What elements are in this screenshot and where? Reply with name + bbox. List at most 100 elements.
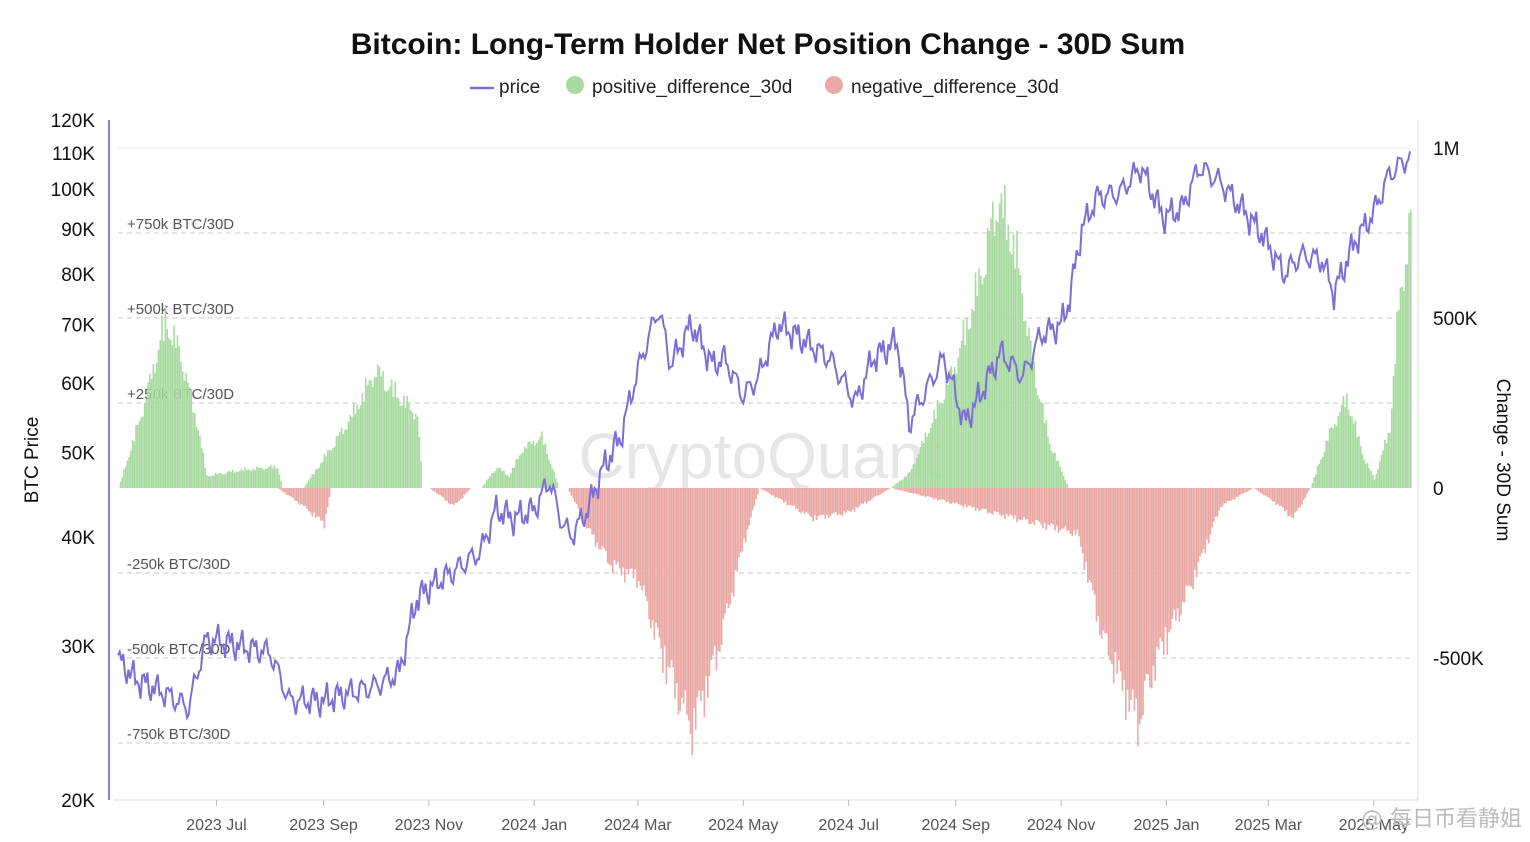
positive-bar <box>1337 416 1340 488</box>
positive-bar <box>268 466 270 488</box>
negative-bar <box>1043 488 1046 523</box>
negative-bar <box>777 488 780 499</box>
negative-bar <box>1271 488 1274 502</box>
negative-bar <box>907 488 909 493</box>
positive-bar <box>1334 424 1336 488</box>
positive-bar <box>515 459 517 488</box>
negative-bar <box>1040 488 1042 525</box>
positive-bar <box>1023 321 1025 488</box>
negative-bar <box>591 488 593 535</box>
positive-bar <box>993 235 996 488</box>
positive-bar <box>504 474 507 488</box>
negative-bar <box>717 488 719 652</box>
positive-bar <box>346 429 348 488</box>
positive-bar <box>525 448 528 488</box>
positive-bar <box>907 472 909 488</box>
positive-bar <box>971 309 973 488</box>
positive-bar <box>1359 446 1362 488</box>
negative-bar <box>577 488 580 509</box>
negative-bar <box>613 488 616 560</box>
negative-bar <box>985 488 987 509</box>
positive-bar <box>1363 459 1365 488</box>
negative-bar <box>691 488 694 756</box>
negative-bar <box>1081 488 1084 554</box>
negative-bar <box>1119 488 1122 672</box>
negative-bar <box>1109 488 1112 661</box>
positive-bar <box>1410 209 1412 488</box>
positive-bar <box>328 449 331 488</box>
positive-bar <box>1311 483 1314 488</box>
positive-bar <box>161 315 163 488</box>
positive-bar <box>187 382 189 488</box>
positive-bar <box>1382 450 1384 488</box>
negative-bar <box>1135 488 1137 699</box>
positive-bar <box>316 469 319 488</box>
positive-bar <box>327 450 329 488</box>
negative-bar <box>1102 488 1105 631</box>
positive-bar <box>228 471 231 488</box>
negative-bar <box>898 488 901 491</box>
positive-bar <box>948 369 951 488</box>
positive-bar <box>938 404 941 488</box>
negative-bar <box>865 488 868 504</box>
negative-bar <box>805 488 808 512</box>
negative-bar <box>712 488 714 656</box>
negative-bar <box>1275 488 1277 505</box>
positive-bar <box>378 366 381 488</box>
positive-bar <box>1052 453 1055 488</box>
positive-bar <box>919 447 922 488</box>
negative-bar <box>669 488 671 668</box>
positive-bar <box>1033 361 1036 488</box>
negative-bar <box>615 488 618 565</box>
positive-bar <box>142 416 144 488</box>
positive-bar <box>1353 423 1355 488</box>
negative-bar <box>1163 488 1165 655</box>
negative-bar <box>713 488 716 646</box>
positive-bar <box>1340 405 1343 488</box>
negative-bar <box>852 488 854 510</box>
negative-bar <box>1169 488 1172 630</box>
negative-bar <box>1069 488 1072 535</box>
positive-bar <box>921 440 923 488</box>
negative-bar <box>846 488 849 511</box>
negative-bar <box>1154 488 1156 682</box>
positive-bar <box>1045 419 1048 488</box>
negative-bar <box>1042 488 1044 529</box>
positive-bar <box>401 405 403 488</box>
positive-bar <box>1047 436 1049 488</box>
negative-bar <box>767 488 770 493</box>
negative-bar <box>1161 488 1163 642</box>
negative-bar <box>1213 488 1215 522</box>
negative-bar <box>745 488 747 543</box>
negative-bar <box>884 488 887 491</box>
positive-bar <box>551 468 554 488</box>
negative-bar <box>1264 488 1267 496</box>
negative-bar <box>1226 488 1229 501</box>
negative-bar <box>603 488 605 549</box>
positive-bar <box>366 385 369 488</box>
positive-bar <box>183 380 186 488</box>
negative-bar <box>625 488 628 570</box>
positive-bar <box>1342 395 1345 488</box>
negative-bar <box>888 488 890 489</box>
negative-bar <box>1073 488 1075 531</box>
negative-bar <box>722 488 725 619</box>
negative-bar <box>1076 488 1079 530</box>
negative-bar <box>895 488 897 490</box>
negative-bar <box>456 488 459 503</box>
positive-bar <box>247 469 250 488</box>
positive-bar <box>237 471 239 488</box>
negative-bar <box>781 488 783 500</box>
negative-bar <box>1214 488 1217 517</box>
negative-bar <box>662 488 664 674</box>
positive-bar <box>308 480 310 488</box>
reference-label: +500k BTC/30D <box>127 301 234 318</box>
reference-label: -500k BTC/30D <box>127 641 231 658</box>
negative-bar <box>979 488 982 510</box>
positive-bar <box>1365 463 1367 488</box>
negative-bar <box>1290 488 1293 518</box>
positive-bar <box>1406 264 1409 488</box>
positive-bar <box>929 427 932 488</box>
negative-bar <box>734 488 737 571</box>
negative-bar <box>914 488 916 494</box>
